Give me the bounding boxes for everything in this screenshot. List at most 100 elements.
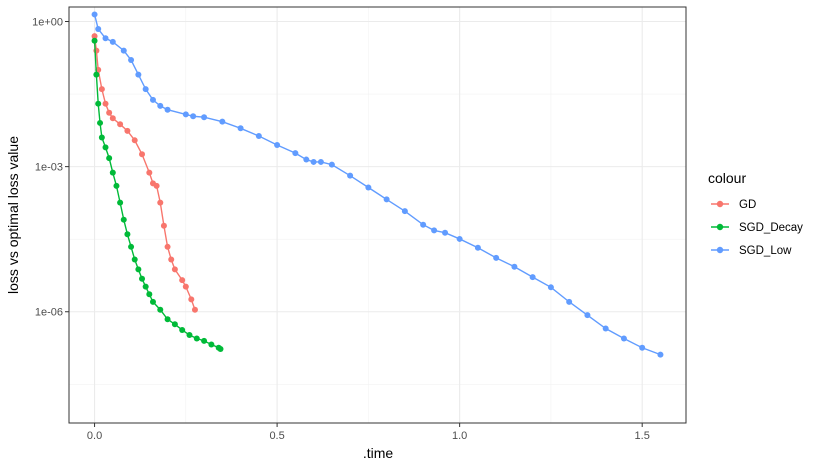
x-tick-label: 0.5 <box>269 430 284 442</box>
data-point-sgd-decay <box>193 335 200 342</box>
data-point-sgd-low <box>157 102 164 109</box>
y-tick-label: 1e-06 <box>35 307 63 319</box>
data-point-sgd-decay <box>124 231 131 238</box>
data-point-sgd-decay <box>217 345 224 352</box>
legend-key-point <box>716 200 724 208</box>
x-tick-label: 1.0 <box>452 430 467 442</box>
data-point-sgd-decay <box>102 144 109 151</box>
series-layer <box>91 11 664 358</box>
data-point-gd <box>164 243 171 250</box>
data-point-sgd-decay <box>171 321 178 328</box>
data-point-sgd-low <box>149 96 156 103</box>
data-point-sgd-low <box>602 325 609 332</box>
data-point-sgd-decay <box>98 134 105 141</box>
plot-border <box>68 6 687 424</box>
data-point-gd <box>182 283 189 290</box>
data-point-sgd-low <box>219 118 226 125</box>
data-point-sgd-decay <box>106 155 113 162</box>
data-point-sgd-decay <box>135 266 142 273</box>
data-point-sgd-decay <box>95 100 102 107</box>
data-point-sgd-low <box>237 125 244 132</box>
x-tick-label: 1.5 <box>635 430 650 442</box>
data-point-sgd-low <box>566 298 573 305</box>
data-point-sgd-low <box>401 208 408 215</box>
data-point-gd <box>191 306 198 313</box>
data-point-gd <box>91 33 98 40</box>
grid-minor <box>69 7 686 423</box>
data-point-sgd-low <box>420 221 427 228</box>
data-point-sgd-low <box>182 111 189 118</box>
data-point-sgd-low <box>620 335 627 342</box>
legend-label: SGD_Low <box>739 245 792 257</box>
data-point-sgd-low <box>292 150 299 157</box>
data-point-sgd-low <box>102 35 109 42</box>
data-point-sgd-low <box>95 26 102 32</box>
series-sgd-decay <box>91 37 224 352</box>
legend-key-point <box>716 246 724 254</box>
data-point-sgd-low <box>511 263 518 270</box>
legend: GD SGD_Decay SGD_Low <box>711 199 803 257</box>
legend-item-gd: GD <box>711 199 756 211</box>
data-point-sgd-low <box>317 158 324 165</box>
data-point-gd <box>171 266 178 273</box>
data-point-sgd-low <box>383 196 390 203</box>
data-point-sgd-low <box>547 284 554 291</box>
legend-item-sgd-decay: SGD_Decay <box>711 222 803 234</box>
data-point-gd <box>168 256 175 263</box>
data-point-sgd-low <box>328 161 335 168</box>
grid-major <box>69 7 686 423</box>
data-point-sgd-decay <box>157 306 164 313</box>
data-point-sgd-low <box>201 114 208 121</box>
data-point-gd <box>124 127 131 134</box>
data-point-sgd-decay <box>139 275 146 282</box>
data-point-sgd-decay <box>146 291 153 298</box>
data-point-sgd-decay <box>164 316 171 323</box>
data-point-sgd-low <box>431 227 438 234</box>
data-point-sgd-low <box>584 312 591 319</box>
data-point-gd <box>139 151 146 158</box>
data-point-sgd-low <box>91 11 98 18</box>
data-point-gd <box>117 121 124 128</box>
data-point-sgd-low <box>109 38 116 45</box>
legend-label: SGD_Decay <box>739 222 803 234</box>
data-point-sgd-low <box>135 71 142 78</box>
data-point-sgd-low <box>310 158 317 165</box>
data-point-sgd-decay <box>97 119 104 126</box>
data-point-sgd-decay <box>201 337 208 344</box>
data-point-sgd-decay <box>91 37 98 44</box>
y-axis: 1e+00 1e-03 1e-06 <box>32 17 69 319</box>
data-point-sgd-low <box>529 274 536 281</box>
y-tick-label: 1e+00 <box>32 17 63 29</box>
data-point-gd <box>157 199 164 206</box>
data-point-sgd-decay <box>142 283 149 290</box>
data-point-sgd-low <box>442 229 449 236</box>
data-point-gd <box>102 100 109 107</box>
data-point-sgd-low <box>164 106 171 113</box>
y-tick-label: 1e-03 <box>35 162 63 174</box>
data-point-sgd-decay <box>128 243 135 250</box>
x-axis: 0.0 0.5 1.0 1.5 <box>87 423 650 442</box>
data-point-sgd-low <box>493 254 500 261</box>
data-point-sgd-decay <box>149 298 156 305</box>
data-point-sgd-decay <box>93 71 100 78</box>
series-sgd-low <box>91 11 664 358</box>
data-point-gd <box>160 222 167 229</box>
data-point-sgd-low <box>255 132 262 139</box>
data-point-sgd-decay <box>179 326 186 333</box>
plot-panel <box>69 7 686 423</box>
data-point-sgd-low <box>303 156 310 163</box>
data-point-sgd-decay <box>131 256 138 263</box>
legend-label: GD <box>739 199 756 211</box>
data-point-sgd-decay <box>186 332 193 339</box>
data-point-gd <box>106 109 113 116</box>
data-point-sgd-low <box>190 113 197 120</box>
data-point-sgd-decay <box>208 341 215 348</box>
x-tick-label: 0.0 <box>87 430 102 442</box>
data-point-sgd-low <box>365 184 372 191</box>
y-axis-title: loss vs optimal loss value <box>5 136 21 294</box>
data-point-gd <box>188 296 195 303</box>
data-point-gd <box>153 182 160 189</box>
data-point-sgd-low <box>142 86 149 93</box>
data-point-sgd-low <box>120 47 127 54</box>
